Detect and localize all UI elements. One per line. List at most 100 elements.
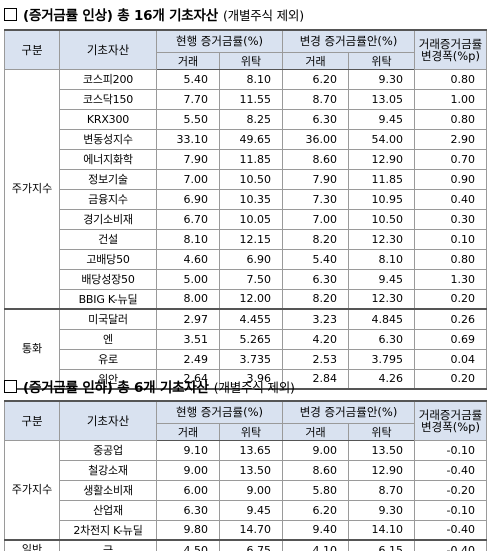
proposed-trust-rate: 8.70	[348, 479, 416, 501]
header-asset: 기초자산	[59, 400, 157, 441]
trade-rate-change: 0.20	[414, 288, 488, 310]
proposed-trade-rate: 8.60	[282, 459, 350, 481]
trade-rate-change: 0.80	[414, 68, 488, 90]
header-current-trust: 위탁	[218, 51, 284, 70]
proposed-trust-rate: 54.00	[348, 128, 416, 150]
table-row: KRX300 5.50 8.25 6.30 9.45 0.80	[5, 108, 488, 130]
current-trade-rate: 7.90	[156, 148, 220, 170]
proposed-trade-rate: 8.70	[282, 88, 350, 110]
table-row: 고배당50 4.60 6.90 5.40 8.10 0.80	[5, 248, 488, 270]
trade-rate-change: 0.30	[414, 208, 488, 230]
header-proposed-rate: 변경 증거금률안(%)	[282, 29, 416, 53]
current-trust-rate: 13.65	[218, 439, 284, 461]
proposed-trade-rate: 7.30	[282, 188, 350, 210]
section-2-title: (증거금률 인하) 총 6개 기초자산	[23, 380, 209, 396]
current-trade-rate: 8.10	[156, 228, 220, 250]
checkbox-icon	[4, 7, 17, 21]
section-2-heading: (증거금률 인하) 총 6개 기초자산 (개별주식 제외)	[4, 376, 295, 396]
asset-name: 2차전지 K-뉴딜	[59, 519, 157, 541]
asset-name: 금융지수	[59, 188, 157, 210]
trade-rate-change: 0.26	[414, 308, 488, 330]
current-trust-rate: 6.90	[218, 248, 284, 270]
table-row: 금융지수 6.90 10.35 7.30 10.95 0.40	[5, 188, 488, 210]
table-row: 코스닥150 7.70 11.55 8.70 13.05 1.00	[5, 88, 488, 110]
proposed-trade-rate: 8.20	[282, 288, 350, 310]
table-row: 통화 미국달러 2.97 4.455 3.23 4.845 0.26	[4, 308, 488, 390]
proposed-trust-rate: 12.30	[348, 228, 416, 250]
trade-rate-change: 0.69	[414, 328, 488, 350]
current-trust-rate: 8.25	[218, 108, 284, 130]
current-trade-rate: 6.90	[156, 188, 220, 210]
asset-name: KRX300	[59, 108, 157, 130]
table-row: 정보기술 7.00 10.50 7.90 11.85 0.90	[5, 168, 488, 190]
header-change: 거래증거금률 변경폭(%p)	[414, 29, 488, 70]
proposed-trade-rate: 6.30	[282, 108, 350, 130]
proposed-trade-rate: 2.84	[282, 368, 350, 390]
table-body: 주가지수 중공업 9.10 13.65 9.00 13.50 -0.10 철강소재 9.00 13…	[4, 439, 488, 551]
proposed-trade-rate: 6.20	[282, 499, 350, 521]
proposed-trust-rate: 10.50	[348, 208, 416, 230]
proposed-trade-rate: 5.80	[282, 479, 350, 501]
increase-margin-table: 구분 기초자산 현행 증거금률(%) 변경 증거금률안(%) 거래증거금률 변경…	[4, 29, 488, 390]
trade-rate-change: 1.00	[414, 88, 488, 110]
table-row: 엔 3.51 5.265 4.20 6.30 0.69	[5, 328, 488, 350]
section-1-subtitle: (개별주식 제외)	[222, 7, 304, 23]
header-current-trade: 거래	[156, 422, 220, 441]
asset-name: BBIG K-뉴딜	[59, 288, 157, 310]
trade-rate-change: 0.90	[414, 168, 488, 190]
asset-name: 정보기술	[59, 168, 157, 190]
current-trade-rate: 6.30	[156, 499, 220, 521]
current-trade-rate: 4.60	[156, 248, 220, 270]
current-trade-rate: 33.10	[156, 128, 220, 150]
proposed-trust-rate: 4.845	[348, 308, 416, 330]
current-trust-rate: 5.265	[218, 328, 284, 350]
proposed-trade-rate: 3.23	[282, 308, 350, 330]
current-trade-rate: 6.00	[156, 479, 220, 501]
proposed-trust-rate: 9.45	[348, 268, 416, 290]
current-trade-rate: 3.51	[156, 328, 220, 350]
trade-rate-change: 1.30	[414, 268, 488, 290]
header-current-trust: 위탁	[218, 422, 284, 441]
header-group: 구분	[4, 29, 60, 70]
proposed-trade-rate: 36.00	[282, 128, 350, 150]
section-1-heading: (증거금률 인상) 총 16개 기초자산 (개별주식 제외)	[4, 4, 304, 24]
header-change: 거래증거금률 변경폭(%p)	[414, 400, 488, 441]
proposed-trust-rate: 10.95	[348, 188, 416, 210]
current-trust-rate: 6.75	[218, 539, 284, 551]
proposed-trust-rate: 8.10	[348, 248, 416, 270]
trade-rate-change: -0.10	[414, 499, 488, 521]
proposed-trade-rate: 5.40	[282, 248, 350, 270]
table-row: 위안 2.64 3.96 2.84 4.26 0.20	[5, 368, 488, 390]
header-proposed-trust: 위탁	[348, 51, 416, 70]
current-trust-rate: 12.00	[218, 288, 284, 310]
current-trust-rate: 7.50	[218, 268, 284, 290]
current-trust-rate: 11.55	[218, 88, 284, 110]
trade-rate-change: 0.20	[414, 368, 488, 390]
proposed-trust-rate: 6.30	[348, 328, 416, 350]
table-row: 2차전지 K-뉴딜 9.80 14.70 9.40 14.10 -0.40	[5, 519, 488, 541]
proposed-trust-rate: 12.90	[348, 459, 416, 481]
current-trade-rate: 4.50	[156, 539, 220, 551]
proposed-trust-rate: 12.30	[348, 288, 416, 310]
section-2-subtitle: (개별주식 제외)	[213, 379, 295, 395]
current-trade-rate: 5.00	[156, 268, 220, 290]
asset-name: 미국달러	[59, 308, 157, 330]
current-trust-rate: 3.735	[218, 348, 284, 370]
current-trust-rate: 9.00	[218, 479, 284, 501]
trade-rate-change: 2.90	[414, 128, 488, 150]
proposed-trust-rate: 11.85	[348, 168, 416, 190]
group-label: 일반	[4, 539, 60, 551]
proposed-trade-rate: 4.10	[282, 539, 350, 551]
trade-rate-change: 0.04	[414, 348, 488, 370]
asset-name: 변동성지수	[59, 128, 157, 150]
current-trade-rate: 6.70	[156, 208, 220, 230]
asset-name: 엔	[59, 328, 157, 350]
current-trust-rate: 8.10	[218, 68, 284, 90]
current-trade-rate: 9.10	[156, 439, 220, 461]
proposed-trust-rate: 9.30	[348, 499, 416, 521]
asset-name: 코스피200	[59, 68, 157, 90]
current-trade-rate: 5.40	[156, 68, 220, 90]
asset-name: 유로	[59, 348, 157, 370]
current-trust-rate: 49.65	[218, 128, 284, 150]
header-proposed-rate: 변경 증거금률안(%)	[282, 400, 416, 424]
